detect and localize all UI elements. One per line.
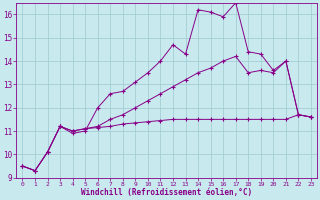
X-axis label: Windchill (Refroidissement éolien,°C): Windchill (Refroidissement éolien,°C)	[81, 188, 252, 197]
